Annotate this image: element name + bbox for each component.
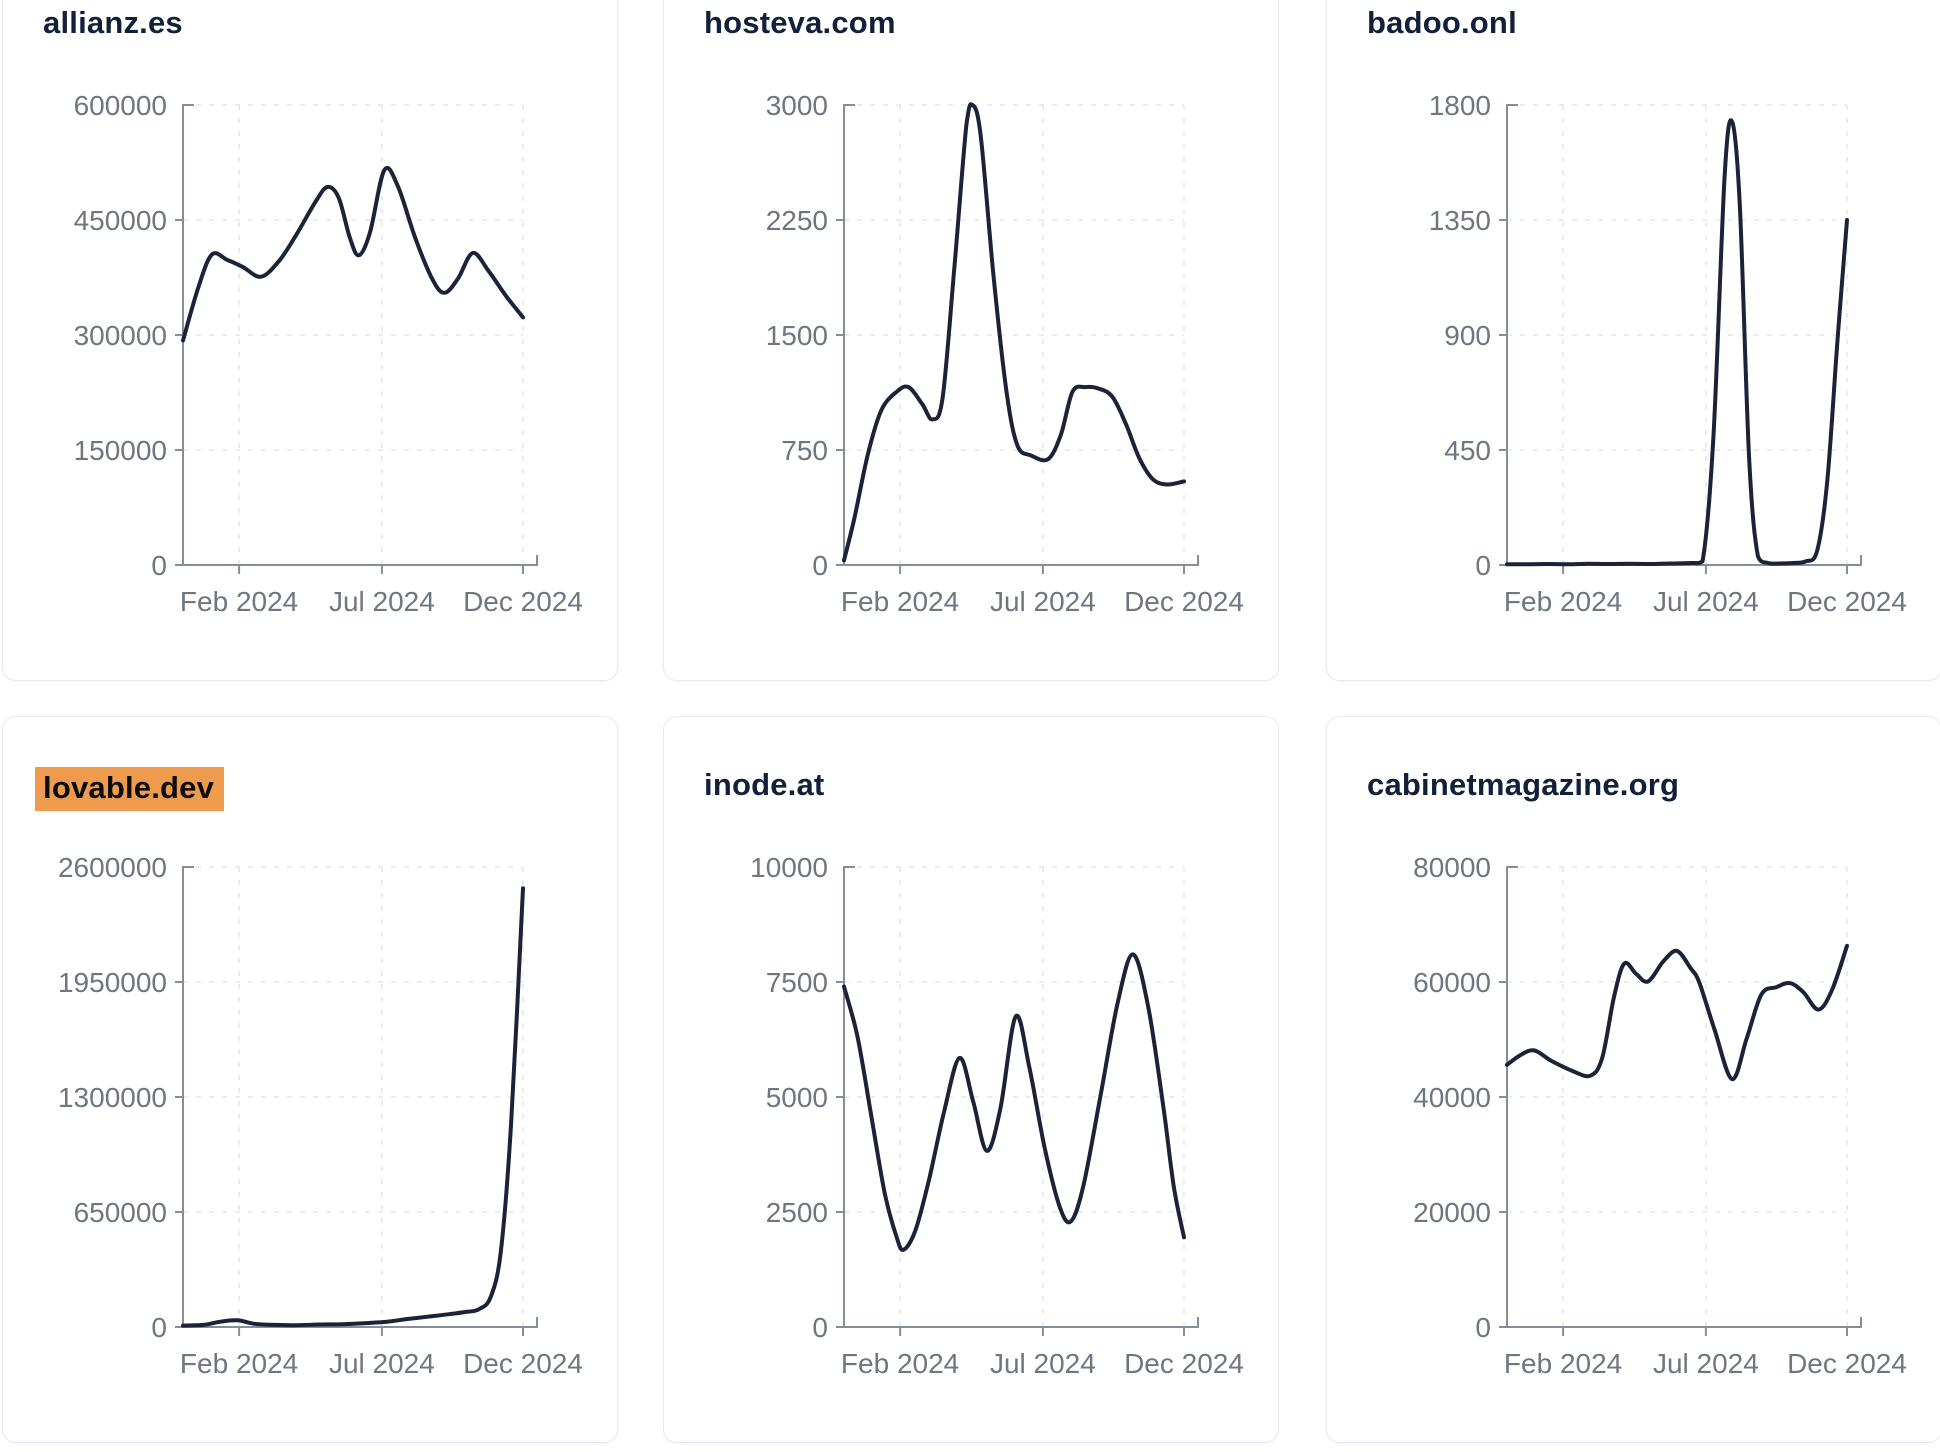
axes — [836, 866, 1199, 1336]
line-chart: 0 650000 1300000 1950000 2600000 Feb 2024 Jul … — [58, 852, 583, 1377]
gridlines — [183, 104, 524, 565]
y-axis-tick-label: 600000 — [74, 90, 167, 121]
y-axis-tick-label: 60000 — [1413, 967, 1491, 998]
gridlines — [183, 866, 524, 1327]
axis-tick-labels: 0 750 1500 2250 3000 Feb 2024 Jul 2024 Dec 2024 — [766, 90, 1244, 615]
x-axis-tick-label: Feb 2024 — [841, 1348, 959, 1377]
y-axis-tick-label: 5000 — [766, 1082, 828, 1113]
line-chart: 0 750 1500 2250 3000 Feb 2024 Jul 2024 Dec 2024 — [766, 90, 1244, 615]
gridlines — [1507, 104, 1848, 565]
y-axis-tick-label: 1950000 — [58, 967, 167, 998]
y-axis-tick-label: 650000 — [74, 1197, 167, 1228]
x-axis-tick-label: Dec 2024 — [1124, 586, 1244, 615]
y-axis-tick-label: 0 — [151, 1312, 167, 1343]
y-axis-tick-label: 450 — [1444, 435, 1491, 466]
y-axis-tick-label: 2250 — [766, 205, 828, 236]
axis-tick-labels: 0 150000 300000 450000 600000 Feb 2024 Jul 202… — [74, 90, 583, 615]
x-axis-tick-label: Dec 2024 — [463, 1348, 583, 1377]
x-axis-tick-label: Feb 2024 — [1504, 1348, 1622, 1377]
y-axis-tick-label: 750 — [781, 435, 828, 466]
series-line — [181, 886, 525, 1328]
gridlines — [1507, 866, 1848, 1327]
axis-tick-labels: 0 20000 40000 60000 80000 Feb 2024 Jul 2024 Dec… — [1413, 852, 1907, 1377]
x-axis-tick-label: Feb 2024 — [841, 586, 959, 615]
y-axis-tick-label: 20000 — [1413, 1197, 1491, 1228]
axes — [175, 104, 538, 574]
y-axis-tick-label: 0 — [1475, 550, 1491, 581]
y-axis-tick-label: 450000 — [74, 205, 167, 236]
x-axis-tick-label: Jul 2024 — [990, 1348, 1096, 1377]
x-axis-tick-label: Jul 2024 — [329, 586, 435, 615]
chart-card: lovable.dev 0 650000 1300000 1950000 2600000… — [2, 716, 618, 1443]
x-axis-tick-label: Jul 2024 — [1653, 586, 1759, 615]
y-axis-tick-label: 0 — [1475, 1312, 1491, 1343]
y-axis-tick-label: 0 — [151, 550, 167, 581]
x-axis-tick-label: Dec 2024 — [463, 586, 583, 615]
y-axis-tick-label: 10000 — [750, 852, 828, 883]
line-chart: 0 450 900 1350 1800 Feb 2024 Jul 2024 Dec 2024 — [1429, 90, 1907, 615]
chart-card: allianz.es 0 150000 300000 450000 600000 Feb … — [2, 0, 618, 681]
domain-title: hosteva.com — [704, 5, 896, 40]
x-axis-tick-label: Feb 2024 — [180, 1348, 298, 1377]
x-axis-tick-label: Dec 2024 — [1787, 1348, 1907, 1377]
series-line — [1505, 118, 1849, 567]
series-line — [842, 102, 1186, 563]
chart-card: inode.at 0 2500 5000 7500 10000 Feb 2024 Jul 2… — [663, 716, 1279, 1443]
y-axis-tick-label: 0 — [812, 1312, 828, 1343]
y-axis-tick-label: 150000 — [74, 435, 167, 466]
domain-title: badoo.onl — [1367, 5, 1517, 40]
x-axis-tick-label: Jul 2024 — [1653, 1348, 1759, 1377]
axis-tick-labels: 0 650000 1300000 1950000 2600000 Feb 2024 Jul … — [58, 852, 583, 1377]
domain-title: inode.at — [704, 767, 825, 802]
axes — [836, 104, 1199, 574]
x-axis-tick-label: Dec 2024 — [1124, 1348, 1244, 1377]
domain-title: cabinetmagazine.org — [1367, 767, 1680, 802]
x-axis-tick-label: Jul 2024 — [329, 1348, 435, 1377]
series-line — [1505, 943, 1849, 1082]
y-axis-tick-label: 1800 — [1429, 90, 1491, 121]
y-axis-tick-label: 2500 — [766, 1197, 828, 1228]
axes — [1499, 866, 1862, 1336]
domain-title-highlighted: lovable.dev — [35, 767, 225, 811]
line-chart: 0 20000 40000 60000 80000 Feb 2024 Jul 2024 Dec… — [1413, 852, 1907, 1377]
chart-card: hosteva.com 0 750 1500 2250 3000 Feb 2024 Jul … — [663, 0, 1279, 681]
gridlines — [844, 104, 1185, 565]
axes — [175, 866, 538, 1336]
x-axis-tick-label: Dec 2024 — [1787, 586, 1907, 615]
chart-card: cabinetmagazine.org 0 20000 40000 60000 8000… — [1326, 716, 1940, 1443]
axes — [1499, 104, 1862, 574]
y-axis-tick-label: 7500 — [766, 967, 828, 998]
series-line — [181, 165, 525, 343]
y-axis-tick-label: 2600000 — [58, 852, 167, 883]
y-axis-tick-label: 1500 — [766, 320, 828, 351]
y-axis-tick-label: 40000 — [1413, 1082, 1491, 1113]
y-axis-tick-label: 80000 — [1413, 852, 1491, 883]
y-axis-tick-label: 900 — [1444, 320, 1491, 351]
x-axis-tick-label: Jul 2024 — [990, 586, 1096, 615]
y-axis-tick-label: 1350 — [1429, 205, 1491, 236]
axis-tick-labels: 0 450 900 1350 1800 Feb 2024 Jul 2024 Dec 2024 — [1429, 90, 1907, 615]
x-axis-tick-label: Feb 2024 — [1504, 586, 1622, 615]
series-line — [842, 952, 1186, 1252]
line-chart: 0 150000 300000 450000 600000 Feb 2024 Jul 202… — [74, 90, 583, 615]
y-axis-tick-label: 3000 — [766, 90, 828, 121]
y-axis-tick-label: 300000 — [74, 320, 167, 351]
gridlines — [844, 866, 1185, 1327]
y-axis-tick-label: 1300000 — [58, 1082, 167, 1113]
chart-card: badoo.onl 0 450 900 1350 1800 Feb 2024 Jul 202… — [1326, 0, 1940, 681]
y-axis-tick-label: 0 — [812, 550, 828, 581]
axis-tick-labels: 0 2500 5000 7500 10000 Feb 2024 Jul 2024 Dec 20… — [750, 852, 1244, 1377]
line-chart: 0 2500 5000 7500 10000 Feb 2024 Jul 2024 Dec 20… — [750, 852, 1244, 1377]
domain-title: allianz.es — [43, 5, 183, 40]
x-axis-tick-label: Feb 2024 — [180, 586, 298, 615]
